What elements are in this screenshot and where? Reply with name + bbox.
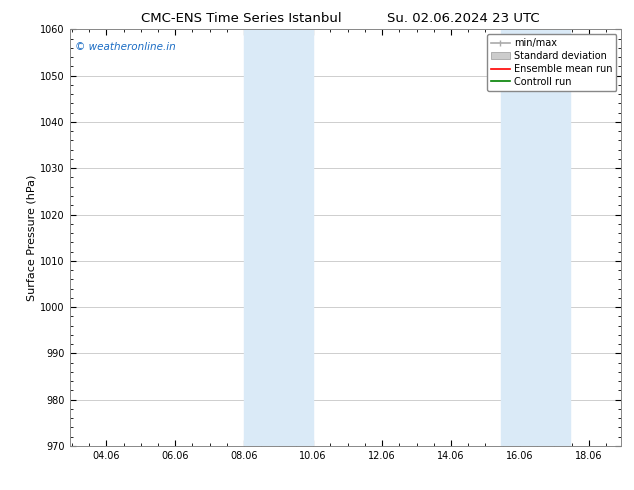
Text: © weatheronline.in: © weatheronline.in [75, 42, 176, 52]
Text: Su. 02.06.2024 23 UTC: Su. 02.06.2024 23 UTC [387, 12, 539, 25]
Y-axis label: Surface Pressure (hPa): Surface Pressure (hPa) [26, 174, 36, 301]
Bar [501, 29, 569, 446]
Text: CMC-ENS Time Series Istanbul: CMC-ENS Time Series Istanbul [141, 12, 341, 25]
Legend: min/max, Standard deviation, Ensemble mean run, Controll run: min/max, Standard deviation, Ensemble me… [487, 34, 616, 91]
Bar [244, 29, 313, 446]
